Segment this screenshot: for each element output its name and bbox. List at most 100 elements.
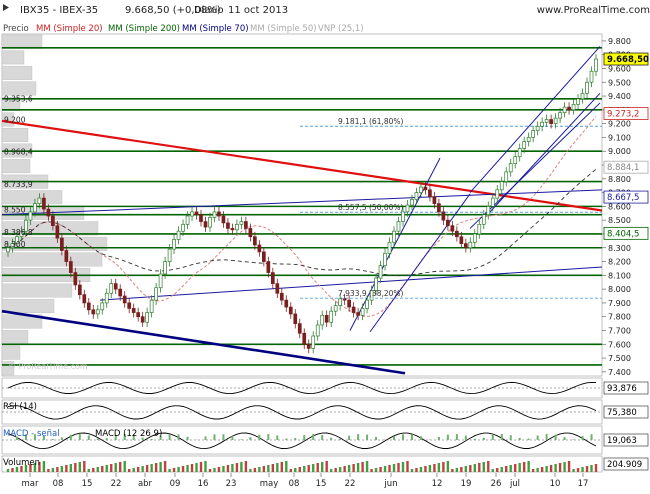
candle-body (29, 212, 32, 220)
y-tick-label: 8.800 (608, 175, 631, 184)
volume-bar (536, 468, 538, 472)
candle-body (379, 266, 382, 278)
volume-bar (501, 467, 503, 472)
macd-histogram-bar (357, 434, 359, 440)
candle-body (514, 157, 517, 164)
legend-mm200: MM (Simple 200) (108, 24, 180, 34)
volume-bar (74, 463, 76, 472)
legend-precio: Precio (3, 24, 29, 34)
volume-bar (245, 461, 247, 472)
candle-body (505, 172, 508, 182)
macd-histogram-bar (240, 439, 242, 440)
candle-body (208, 217, 211, 227)
volume-bar (290, 469, 292, 472)
legend-mm70: MM (Simple 70) (182, 24, 249, 34)
left-level-label: 9.200 (4, 116, 26, 125)
candle-body (357, 313, 360, 316)
volume-bar (469, 465, 471, 472)
candle-body (83, 295, 86, 303)
volume-bar (11, 468, 13, 472)
volume-profile-bar (2, 330, 28, 344)
volume-bar (119, 462, 121, 472)
volume-bar (465, 466, 467, 472)
x-tick-label: 22 (345, 479, 356, 489)
candle-body (460, 237, 463, 244)
macd-histogram-bar (339, 439, 341, 440)
x-tick-label: 08 (53, 479, 64, 489)
macd-histogram-bar (519, 438, 521, 440)
volume-bar (222, 466, 224, 472)
volume-bar (402, 462, 404, 472)
candle-body (321, 315, 324, 325)
candle-body (280, 293, 283, 300)
legend-vnp: VNP (25,1) (318, 24, 364, 34)
candle-body (451, 226, 454, 232)
candle-body (554, 118, 557, 124)
candle-body (200, 215, 203, 222)
fibo-annotation: 9.181,1 (61,80%) (338, 117, 404, 126)
symbol-label: IBX35 - IBEX-35 (20, 5, 98, 16)
period-label: Diario (194, 5, 224, 16)
candle-body (276, 284, 279, 294)
candle-body (568, 107, 571, 110)
volume-bar (267, 465, 269, 472)
macd-histogram-bar (582, 436, 584, 440)
y-tick-label: 9.500 (608, 78, 631, 87)
volume-bar (438, 463, 440, 472)
price-tag-label: 8.667,5 (607, 193, 639, 203)
volume-bar (590, 465, 592, 472)
rsi-title: RSI (14) (3, 402, 37, 412)
volume-bar (554, 464, 556, 472)
candle-body (74, 273, 77, 285)
y-tick-label: 8.200 (608, 258, 631, 267)
candle-body (298, 324, 301, 334)
macd-histogram-bar (528, 439, 530, 440)
candle-body (137, 313, 140, 317)
candle-body (559, 113, 562, 119)
candle-body (240, 222, 243, 225)
y-tick-label: 7.800 (608, 313, 631, 322)
volume-bar (339, 467, 341, 472)
candle-body (330, 311, 333, 322)
volume-bar (411, 469, 413, 472)
macd-histogram-bar (510, 435, 512, 440)
volume-bar (173, 468, 175, 472)
left-level-label: 9.353,6 (4, 94, 33, 103)
macd-histogram-bar (79, 434, 81, 440)
volume-profile-bar (2, 299, 54, 313)
volume-bar (451, 469, 453, 472)
volume-bar (92, 468, 94, 472)
volume-bar (330, 469, 332, 472)
volume-bar (492, 469, 494, 472)
y-tick-label: 7.600 (608, 340, 631, 349)
macd-histogram-bar (474, 439, 476, 440)
macd-histogram-bar (61, 437, 63, 440)
left-level-label: 8.733,9 (4, 180, 33, 189)
x-tick-label: 15 (316, 479, 327, 489)
candle-body (334, 306, 337, 312)
brand-label: www.ProRealTime.com (537, 5, 650, 16)
volume-bar (370, 469, 372, 472)
candle-body (581, 93, 584, 99)
candle-body (397, 222, 400, 232)
candle-body (343, 299, 346, 300)
fibo-annotation: 8.557,5 (50,00%) (338, 203, 404, 212)
candle-body (132, 308, 135, 312)
volume-bar (204, 461, 206, 472)
volume-bar (97, 467, 99, 472)
candle-body (410, 199, 413, 205)
candle-body (424, 187, 427, 190)
volume-bar (317, 463, 319, 472)
x-tick-label: 16 (198, 479, 209, 489)
volume-bar (213, 468, 215, 472)
volume-bar (186, 465, 188, 472)
volume-bar (124, 461, 126, 472)
candle-body (150, 300, 153, 312)
volume-bar (43, 461, 45, 472)
volume-bar (456, 468, 458, 472)
macd-histogram-bar (366, 435, 368, 440)
volume-bar (168, 469, 170, 472)
macd-histogram-bar (187, 437, 189, 440)
volume-bar (159, 462, 161, 472)
volume-bar (348, 465, 350, 472)
